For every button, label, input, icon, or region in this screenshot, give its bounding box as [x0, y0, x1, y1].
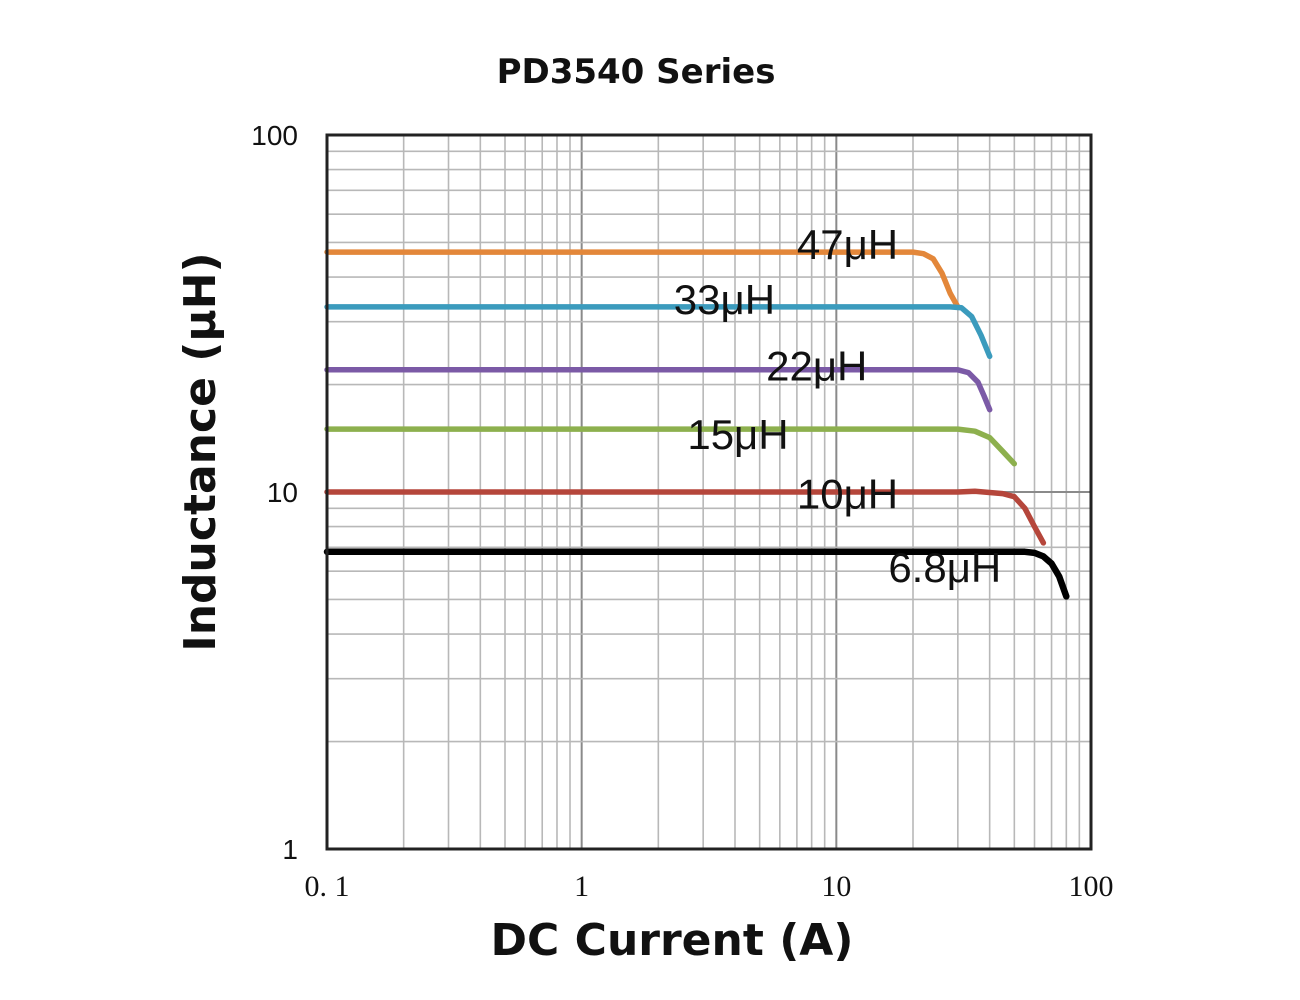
series-curves — [323, 249, 1070, 600]
x-tick-label: 100 — [1069, 870, 1114, 903]
x-axis-label: DC Current (A) — [491, 915, 854, 966]
series-line-1 — [324, 249, 961, 310]
series-line-2 — [324, 304, 993, 360]
y-tick-label: 1 — [282, 834, 298, 865]
y-tick-labels: 1 10 100 — [251, 120, 298, 865]
series-label: 15μH — [687, 411, 788, 458]
y-tick-label: 10 — [267, 477, 298, 508]
x-tick-label: 1 — [574, 870, 589, 903]
series-line-4 — [324, 426, 1018, 467]
y-tick-label: 100 — [251, 120, 298, 151]
series-label: 6.8μH — [888, 544, 1001, 591]
series-label: 47μH — [797, 221, 898, 268]
series-line-3 — [324, 367, 993, 413]
y-axis-label: Inductance (μH) — [175, 252, 226, 651]
series-label: 22μH — [766, 343, 867, 390]
series-line-6 — [323, 548, 1070, 600]
plot-frame — [325, 133, 1093, 851]
x-tick-labels: 0. 1 1 10 100 — [305, 870, 1114, 903]
series-line-5 — [324, 488, 1047, 546]
x-tick-label: 0. 1 — [305, 870, 350, 903]
series-label: 10μH — [797, 470, 898, 517]
chart-title: PD3540 Series — [497, 52, 776, 92]
x-tick-label: 10 — [821, 870, 851, 903]
series-label: 33μH — [674, 276, 775, 323]
